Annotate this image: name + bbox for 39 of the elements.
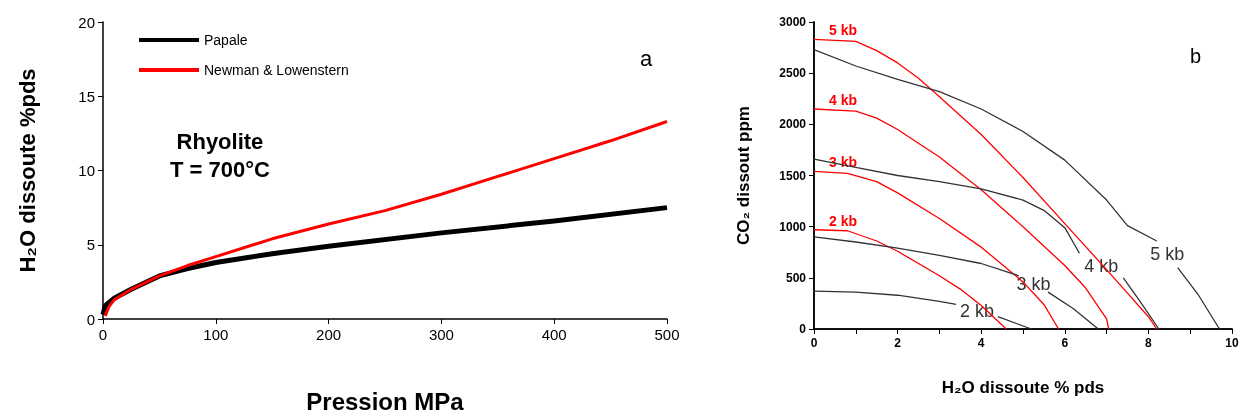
annotation: Rhyolite T = 700°C bbox=[170, 129, 271, 182]
x-tick-label: 2 bbox=[894, 336, 902, 350]
series-label: 4 kb bbox=[829, 91, 858, 108]
y-axis-title: CO₂ dissout ppm bbox=[734, 106, 753, 245]
y-tick-label: 15 bbox=[78, 87, 95, 105]
x-tick-label: 300 bbox=[428, 326, 454, 343]
line-series bbox=[813, 229, 1007, 330]
x-tick-label: 0 bbox=[98, 326, 108, 343]
y-tick-label: 5 bbox=[86, 236, 95, 254]
y-tick-label: 20 bbox=[78, 13, 95, 31]
annotation: a bbox=[640, 46, 653, 72]
series-label: 5 kb bbox=[1150, 244, 1185, 265]
y-tick-label: 0 bbox=[86, 310, 95, 328]
x-tick-label: 6 bbox=[1061, 336, 1069, 350]
y-tick-label: 10 bbox=[78, 162, 95, 179]
y-tick-label: 1000 bbox=[779, 219, 807, 234]
x-axis-title: Pression MPa bbox=[306, 387, 465, 415]
x-tick-label: 8 bbox=[1145, 336, 1153, 350]
legend-label: Papale bbox=[204, 32, 248, 48]
series-label: 2 kb bbox=[829, 212, 858, 229]
legend-label: Newman & Lowenstern bbox=[204, 62, 349, 78]
x-tick-label: 200 bbox=[316, 326, 342, 343]
annotation: b bbox=[1190, 44, 1202, 67]
y-tick-label: 500 bbox=[785, 270, 807, 285]
line-series bbox=[813, 38, 1158, 330]
y-tick-label: 2500 bbox=[779, 66, 807, 81]
y-tick-label: 3000 bbox=[779, 15, 807, 29]
x-tick-label: 10 bbox=[1225, 336, 1239, 350]
x-tick-label: 0 bbox=[810, 336, 818, 350]
series-label: 5 kb bbox=[829, 22, 858, 39]
x-tick-label: 500 bbox=[654, 326, 680, 343]
x-tick-label: 100 bbox=[203, 326, 229, 343]
x-tick-label: 4 bbox=[977, 336, 985, 350]
x-tick-label: 400 bbox=[541, 326, 567, 343]
y-tick-label: 2000 bbox=[779, 117, 807, 132]
line-series bbox=[813, 170, 1060, 330]
y-axis-title: H₂O dissoute %pds bbox=[14, 68, 40, 273]
x-axis-title: H₂O dissoute % pds bbox=[941, 378, 1105, 397]
y-tick-label: 1500 bbox=[779, 168, 807, 183]
